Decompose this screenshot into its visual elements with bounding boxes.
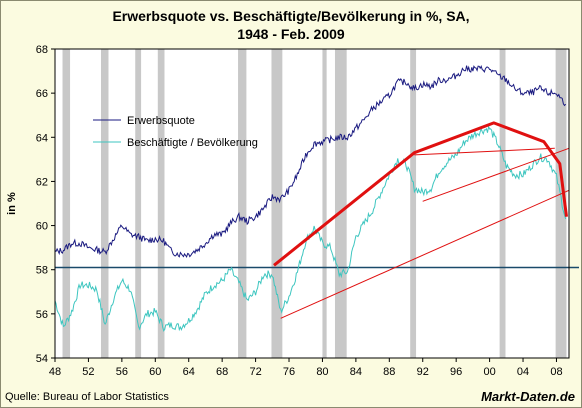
- trend-line: [280, 189, 570, 319]
- y-tick-label: 56: [36, 309, 48, 321]
- x-tick-label: 68: [216, 366, 228, 378]
- x-tick-label: 88: [383, 366, 395, 378]
- recession-band: [499, 49, 506, 358]
- y-tick-label: 62: [36, 176, 48, 188]
- x-tick-label: 96: [450, 366, 462, 378]
- recession-band: [322, 49, 327, 358]
- y-tick-label: 66: [36, 88, 48, 100]
- y-tick-label: 64: [36, 132, 48, 144]
- x-tick-label: 08: [550, 366, 562, 378]
- recession-band: [334, 49, 347, 358]
- x-tick-label: 80: [316, 366, 328, 378]
- x-tick-label: 00: [483, 366, 495, 378]
- plot-border: [54, 48, 570, 359]
- x-tick-label: 04: [517, 366, 529, 378]
- x-tick-label: 52: [82, 366, 94, 378]
- chart-title-line1: Erwerbsquote vs. Beschäftigte/Bevölkerun…: [112, 8, 470, 24]
- x-tick-label: 84: [350, 366, 362, 378]
- recession-band: [62, 49, 71, 358]
- recession-band: [157, 49, 165, 358]
- trend-curve: [273, 121, 568, 267]
- x-tick-label: 48: [49, 366, 61, 378]
- y-tick-label: 54: [36, 353, 48, 365]
- chart-title-line2: 1948 - Feb. 2009: [237, 26, 345, 42]
- y-tick-label: 58: [36, 265, 48, 277]
- series-line-erwerbsquote: [55, 65, 567, 259]
- y-axis-label: in %: [6, 192, 18, 215]
- legend-label-beschaeftigte: Beschäftigte / Bevölkerung: [127, 137, 258, 149]
- trend-line: [422, 147, 570, 202]
- x-tick-label: 64: [183, 366, 195, 378]
- recession-band: [410, 49, 417, 358]
- x-tick-label: 72: [249, 366, 261, 378]
- plot-area: [55, 49, 569, 358]
- source-note: Quelle: Bureau of Labor Statistics: [5, 391, 169, 403]
- trend-line: [414, 147, 555, 156]
- y-tick-label: 68: [36, 44, 48, 56]
- x-tick-label: 56: [116, 366, 128, 378]
- y-tick-label: 60: [36, 221, 48, 233]
- recession-band: [100, 49, 109, 358]
- legend-label-erwerbsquote: Erwerbsquote: [127, 115, 195, 127]
- brand-logo-text: Markt-Daten.de: [481, 389, 575, 404]
- series-line-beschaeftigte: [55, 124, 567, 332]
- recession-band: [135, 49, 142, 358]
- x-tick-label: 76: [283, 366, 295, 378]
- recession-band: [555, 49, 567, 358]
- recession-band: [271, 49, 283, 358]
- x-tick-label: 92: [417, 366, 429, 378]
- recession-band: [238, 49, 247, 358]
- x-tick-label: 60: [149, 366, 161, 378]
